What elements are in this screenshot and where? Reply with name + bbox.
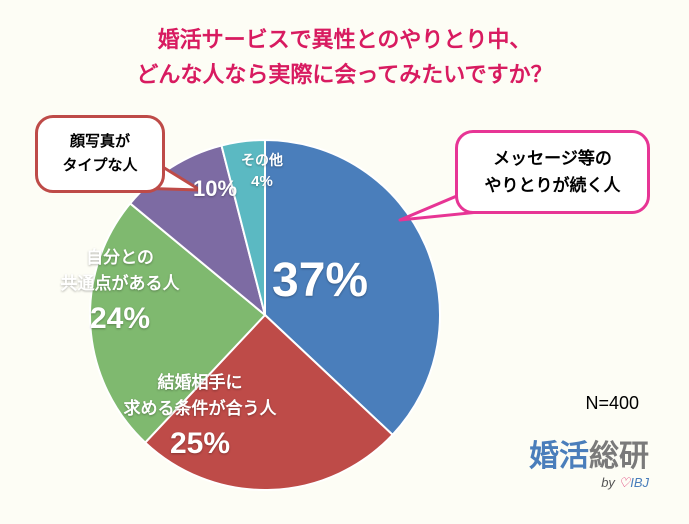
slice-label: 37% <box>272 245 368 317</box>
callout-right: メッセージ等のやりとりが続く人 <box>455 130 650 214</box>
slice-label: その他4% <box>241 150 283 194</box>
callout-left: 顔写真がタイプな人 <box>35 115 165 193</box>
slice-label: 10% <box>193 172 237 205</box>
brand-sub-heart: ♡ <box>619 475 631 490</box>
slice-label: 結婚相手に 求める条件が合う人25% <box>124 370 277 466</box>
brand-word-1: 婚活 <box>529 440 589 473</box>
brand-word-2: 総研 <box>589 440 649 473</box>
slice-label: 自分との 共通点がある人24% <box>61 245 180 341</box>
brand-sub-text: IBJ <box>630 475 649 490</box>
brand-sub-prefix: by <box>601 475 618 490</box>
sample-size: N=400 <box>585 393 639 414</box>
brand-logo: 婚活総研 by ♡IBJ <box>529 442 649 489</box>
